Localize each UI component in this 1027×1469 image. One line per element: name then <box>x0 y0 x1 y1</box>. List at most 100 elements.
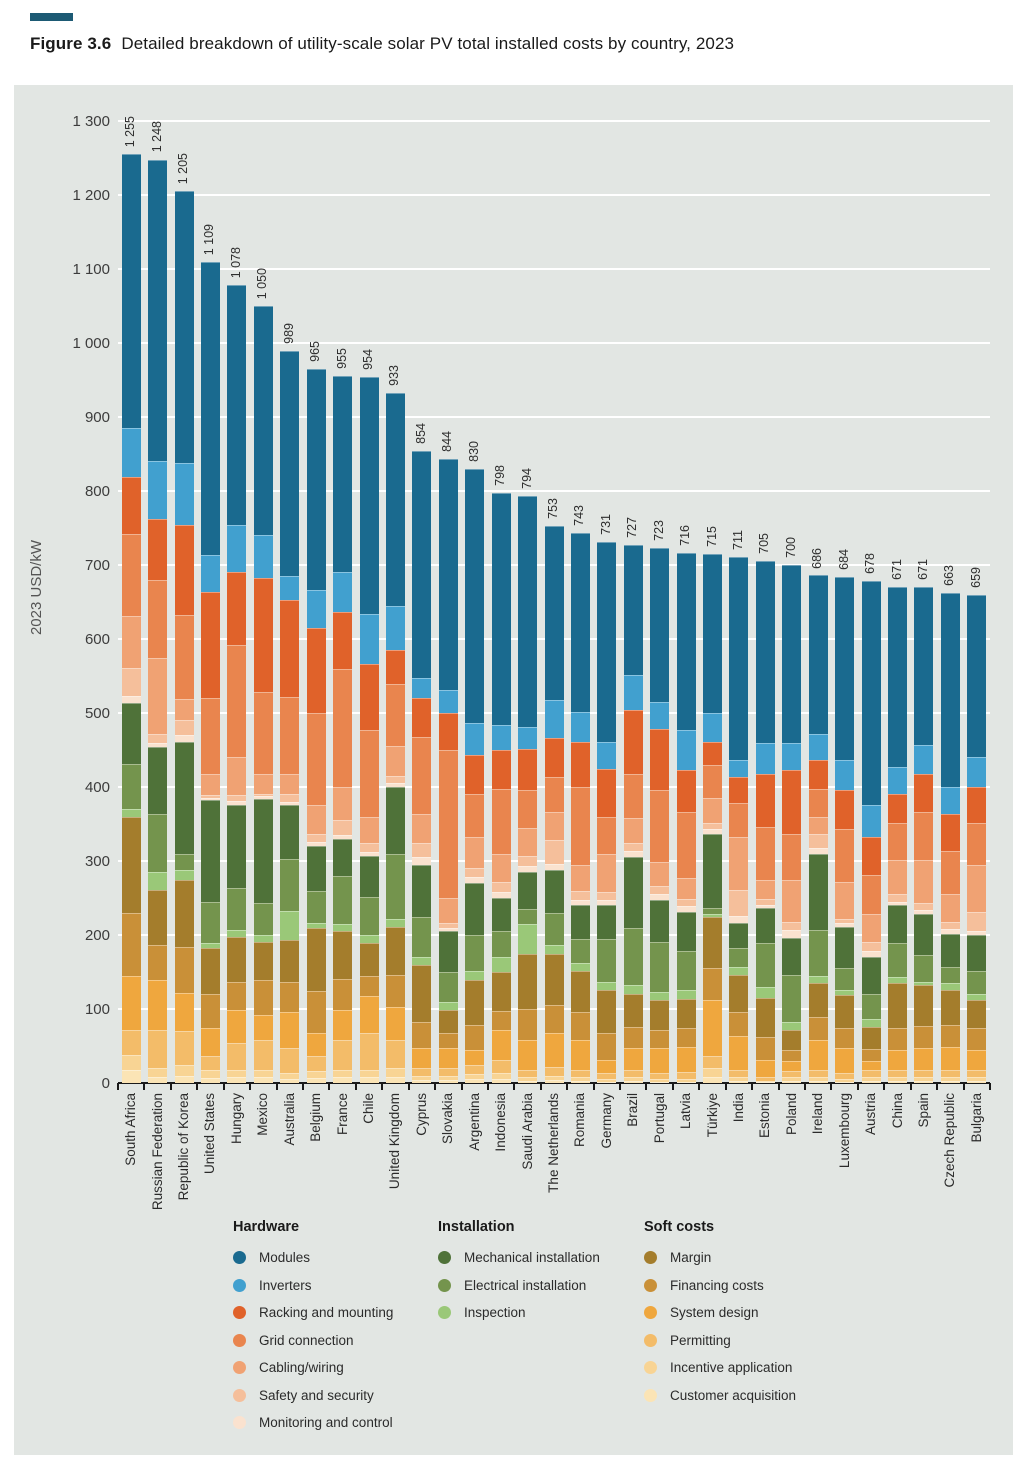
bar-segment-monitoring-and-control <box>148 743 168 748</box>
bar-segment-inspection <box>940 983 960 990</box>
bar-segment-grid-connection <box>703 764 723 799</box>
bar-segment-margin <box>491 972 511 1011</box>
bar-segment-permitting <box>491 1060 511 1074</box>
bar-segment-safety-and-security <box>570 890 590 900</box>
x-axis-tick <box>989 1083 991 1090</box>
x-axis-label: Türkiye <box>704 1093 720 1138</box>
bar-segment-permitting <box>782 1071 802 1078</box>
bar-segment-system-design <box>174 992 194 1032</box>
bar-segment-financing-costs <box>385 975 405 1007</box>
x-axis-label: Australia <box>281 1093 297 1146</box>
bar-segment-monitoring-and-control <box>597 899 617 906</box>
bar-segment-system-design <box>227 1009 247 1044</box>
legend-swatch-icon <box>644 1333 657 1347</box>
bar-segment-permitting <box>280 1048 300 1074</box>
bar-total-label: 671 <box>889 558 904 580</box>
legend-item: Permitting <box>644 1327 796 1355</box>
bar-segment-cabling-wiring <box>623 818 643 844</box>
bar-segment-system-design <box>808 1040 828 1070</box>
bar-segment-grid-connection <box>755 826 775 881</box>
bar-segment-margin <box>333 931 353 979</box>
bar-segment-racking-and-mounting <box>623 710 643 774</box>
legend-item: Racking and mounting <box>233 1299 393 1327</box>
bar-segment-incentive-application <box>623 1077 643 1081</box>
bar-segment-electrical-installation <box>597 938 617 982</box>
bar-segment-safety-and-security <box>280 793 300 802</box>
bar-segment-permitting <box>253 1040 273 1070</box>
bar-segment-grid-connection <box>570 787 590 865</box>
bar-segment-mechanical-installation <box>835 926 855 968</box>
y-tick-label: 900 <box>84 409 110 426</box>
bar-segment-grid-connection <box>861 875 881 914</box>
x-axis-tick <box>883 1083 886 1090</box>
bar-segment-margin <box>385 926 405 975</box>
bar-total-label: 955 <box>334 348 349 370</box>
chart-panel: 2023 USD/kW 0 100 200 300 400 500 600 700 800 900… <box>14 85 1013 1455</box>
bar-segment-financing-costs <box>438 1033 458 1049</box>
bar-segment-safety-and-security <box>544 840 564 865</box>
bar-segment-customer-acquisition <box>385 1077 405 1083</box>
bar-segment-customer-acquisition <box>597 1081 617 1083</box>
bar-total-label: 854 <box>413 423 428 445</box>
x-axis-label: South Africa <box>123 1093 139 1166</box>
bar-segment-inspection <box>385 918 405 927</box>
bar-segment-margin <box>148 889 168 946</box>
legend-item-label: Modules <box>259 1250 311 1266</box>
bar-segment-modules <box>597 542 617 742</box>
bar-segment-modules <box>623 545 643 676</box>
bar-czech-republic <box>940 592 960 1083</box>
x-axis-tick <box>434 1083 437 1090</box>
bar-segment-safety-and-security <box>782 921 802 930</box>
bar-segment-electrical-installation <box>438 972 458 1002</box>
bar-segment-customer-acquisition <box>967 1080 987 1083</box>
bar-germany <box>597 542 617 1083</box>
bar-segment-grid-connection <box>835 828 855 882</box>
bar-segment-inspection <box>888 976 907 984</box>
x-axis-label: China <box>889 1093 905 1129</box>
bar-segment-mechanical-installation <box>121 703 141 765</box>
bar-slovakia <box>438 458 458 1083</box>
bar-cyprus <box>412 451 432 1083</box>
bar-segment-permitting <box>703 1056 723 1069</box>
bar-segment-modules <box>835 576 855 761</box>
bar-segment-incentive-application <box>703 1068 723 1078</box>
x-axis-label: Germany <box>598 1093 614 1149</box>
bar-segment-customer-acquisition <box>703 1077 723 1083</box>
bar-segment-grid-connection <box>121 534 141 617</box>
bar-segment-financing-costs <box>306 991 326 1034</box>
y-tick-label: 1 300 <box>72 113 110 130</box>
bar-segment-permitting <box>676 1071 696 1079</box>
bar-segment-margin <box>121 816 141 913</box>
legend-item: Mechanical installation <box>438 1244 600 1272</box>
bar-segment-modules <box>650 548 670 703</box>
bar-segment-mechanical-installation <box>676 912 696 952</box>
bar-segment-grid-connection <box>597 816 617 854</box>
bar-segment-cabling-wiring <box>280 773 300 794</box>
bar-segment-racking-and-mounting <box>174 525 194 616</box>
bar-segment-mechanical-installation <box>888 905 907 944</box>
bar-segment-permitting <box>650 1073 670 1079</box>
bar-segment-safety-and-security <box>465 868 485 878</box>
bar-segment-electrical-installation <box>333 875 353 924</box>
bar-segment-electrical-installation <box>914 955 934 982</box>
bar-segment-electrical-installation <box>650 942 670 993</box>
y-tick-label: 500 <box>84 705 110 722</box>
bar-segment-grid-connection <box>385 683 405 747</box>
bar-segment-financing-costs <box>491 1010 511 1030</box>
bar-segment-safety-and-security <box>755 898 775 905</box>
bar-segment-safety-and-security <box>306 833 326 842</box>
bar-segment-inspection <box>967 993 987 1001</box>
bar-segment-inverters <box>940 787 960 814</box>
bar-chile <box>359 377 379 1083</box>
bar-segment-grid-connection <box>438 750 458 899</box>
bar-segment-electrical-installation <box>121 764 141 810</box>
bar-segment-modules <box>359 377 379 614</box>
bar-segment-margin <box>253 941 273 981</box>
x-axis-tick <box>275 1083 278 1090</box>
bar-segment-financing-costs <box>835 1027 855 1049</box>
bar-segment-incentive-application <box>253 1069 273 1078</box>
bar-segment-monitoring-and-control <box>465 877 485 884</box>
bar-segment-financing-costs <box>200 993 220 1028</box>
bar-segment-cabling-wiring <box>333 787 353 821</box>
bar-segment-financing-costs <box>940 1024 960 1047</box>
